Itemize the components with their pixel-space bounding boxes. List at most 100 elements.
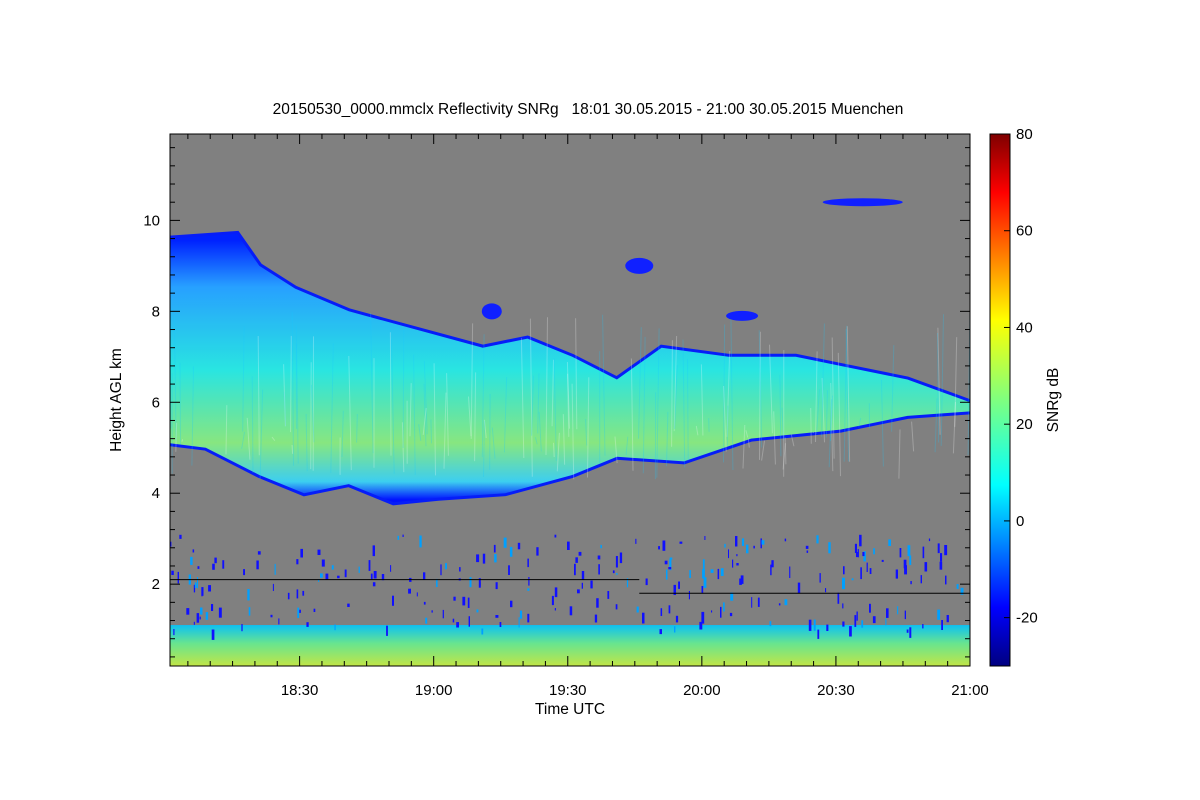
- clutter-speck: [445, 563, 447, 570]
- fall-streak: [433, 363, 436, 476]
- clutter-speck: [551, 595, 554, 606]
- clutter-speck: [318, 579, 320, 582]
- clutter-speck: [842, 621, 845, 627]
- clutter-speck: [940, 553, 943, 562]
- clutter-speck: [321, 559, 325, 567]
- clutter-speck: [960, 587, 964, 595]
- clutter-speck: [866, 562, 868, 572]
- clutter-speck: [528, 577, 530, 586]
- clutter-speck: [452, 618, 455, 623]
- fall-streak: [401, 422, 405, 473]
- fall-streak: [726, 405, 729, 446]
- fall-streak: [587, 377, 590, 478]
- clutter-speck: [736, 563, 739, 566]
- fall-streak: [585, 418, 588, 446]
- fall-streak: [271, 436, 276, 442]
- y-tick-label: 4: [152, 485, 160, 502]
- clutter-speck: [728, 549, 729, 559]
- boundary-layer-echo: [170, 625, 970, 666]
- clutter-speck: [702, 559, 705, 570]
- fall-streak: [356, 413, 358, 443]
- y-axis-label: Height AGL km: [108, 348, 125, 452]
- fall-streak: [821, 377, 825, 443]
- clutter-speck: [778, 603, 781, 606]
- fall-streak: [290, 335, 292, 433]
- colorbar-tick-label: 40: [1016, 319, 1033, 336]
- fall-streak: [181, 439, 184, 442]
- clutter-speck: [885, 618, 887, 626]
- clutter-speck: [669, 557, 673, 560]
- clutter-speck: [760, 538, 762, 549]
- fall-streak: [173, 315, 177, 441]
- clutter-speck: [590, 580, 593, 589]
- clutter-speck: [907, 545, 911, 557]
- clutter-speck: [635, 538, 637, 544]
- fall-streak: [784, 437, 787, 465]
- clutter-speck: [825, 588, 827, 593]
- clutter-speck: [770, 564, 772, 576]
- fall-streak: [828, 399, 833, 468]
- fall-streak: [682, 339, 686, 468]
- clutter-speck: [481, 628, 484, 635]
- fall-streak: [723, 385, 727, 452]
- y-tick-label: 10: [143, 212, 160, 229]
- clutter-speck: [828, 542, 831, 554]
- clutter-speck: [476, 554, 480, 563]
- clutter-speck: [347, 603, 350, 607]
- x-tick-label: 19:00: [415, 682, 453, 699]
- clutter-speck: [922, 546, 925, 559]
- clutter-speck: [241, 624, 243, 632]
- fall-streak: [747, 438, 750, 448]
- clutter-speck: [701, 611, 705, 624]
- clutter-speck: [408, 588, 411, 594]
- clutter-speck: [296, 589, 299, 599]
- fall-streak: [769, 344, 773, 434]
- clutter-speck: [645, 578, 648, 586]
- clutter-speck: [678, 581, 680, 589]
- clutter-speck: [431, 610, 433, 613]
- clutter-speck: [197, 566, 200, 569]
- clutter-speck: [201, 588, 203, 597]
- fall-streak: [283, 391, 287, 427]
- fall-streak: [952, 401, 956, 454]
- fall-streak: [571, 383, 575, 480]
- clutter-speck: [193, 584, 196, 593]
- clutter-speck: [468, 616, 470, 627]
- colorbar-label: SNRg dB: [1045, 368, 1062, 433]
- clutter-speck: [843, 566, 845, 575]
- fall-streak: [602, 314, 606, 456]
- clutter-speck: [334, 624, 336, 631]
- clutter-speck: [859, 534, 862, 547]
- clutter-speck: [944, 545, 948, 556]
- clutter-speck: [299, 609, 301, 613]
- clutter-speck: [869, 568, 872, 574]
- clutter-speck: [751, 597, 753, 608]
- fall-streak: [545, 317, 548, 456]
- colorbar-tick-label: -20: [1016, 610, 1038, 627]
- fall-streak: [562, 414, 566, 465]
- clutter-speck: [494, 554, 497, 563]
- clutter-speck: [739, 578, 742, 585]
- clutter-speck: [193, 621, 195, 625]
- clutter-speck: [222, 560, 225, 569]
- clutter-speck: [863, 551, 866, 562]
- x-tick-label: 20:00: [683, 682, 721, 699]
- fall-streak: [241, 431, 245, 449]
- clutter-speck: [660, 608, 663, 616]
- clutter-speck: [710, 569, 714, 573]
- fall-streak: [483, 419, 487, 439]
- clutter-speck: [806, 550, 809, 553]
- clutter-speck: [344, 569, 347, 578]
- clutter-speck: [397, 535, 399, 540]
- fall-streak: [566, 361, 570, 429]
- clutter-speck: [287, 592, 290, 600]
- fall-streak: [553, 442, 555, 458]
- clutter-speck: [736, 554, 738, 557]
- clutter-speck: [493, 544, 496, 553]
- fall-streak: [937, 327, 941, 435]
- clutter-speck: [208, 585, 211, 592]
- clutter-speck: [642, 612, 645, 624]
- fall-streak: [305, 413, 308, 472]
- fall-streak: [825, 390, 828, 438]
